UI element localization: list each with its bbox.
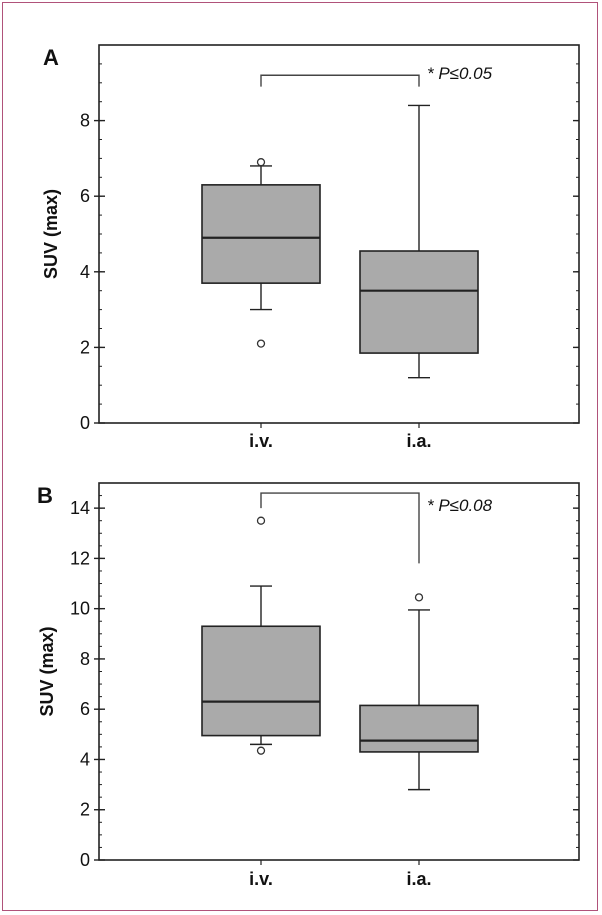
box-ia [359,593,479,791]
panel-label: B [37,483,53,508]
significance-bracket [260,492,420,564]
outlier-point [256,746,266,755]
outlier-point [414,593,424,602]
y-tick-label: 0 [80,413,90,433]
outlier-point [256,516,266,525]
y-tick-label: 10 [70,599,90,619]
box-ia [359,104,479,379]
y-tick-label: 0 [80,850,90,870]
plot-frame [98,482,580,861]
iqr-box [359,704,479,753]
y-tick-label: 6 [80,699,90,719]
x-tick-label: i.a. [406,869,431,889]
box-iv [201,158,321,348]
y-tick-label: 4 [80,262,90,282]
box-iv [201,516,321,755]
y-tick-label: 4 [80,749,90,769]
significance-bracket [260,74,420,87]
boxplot-figure: 0 2 4 6 8 i.v. i.a. A SUV (max) * P≤0.05 0 2 4 6 8 10 12… [37,44,580,889]
x-tick-label: i.v. [249,869,273,889]
plot-frame [98,44,580,424]
iqr-box [201,625,321,737]
outlier-point [256,339,266,348]
outlier-point [256,158,266,167]
iqr-box [201,184,321,284]
x-tick-label: i.a. [406,431,431,451]
y-tick-label: 6 [80,186,90,206]
y-tick-label: 12 [70,548,90,568]
panel-label: A [43,45,59,70]
y-tick-label: 2 [80,337,90,357]
y-tick-label: 14 [70,498,90,518]
x-tick-label: i.v. [249,431,273,451]
iqr-box [359,250,479,354]
y-tick-label: 8 [80,111,90,131]
y-axis-label: SUV (max) [41,189,61,279]
chart-panel-a: 0 2 4 6 8 i.v. i.a. A SUV (max) * P≤0.05 [41,44,580,451]
y-tick-label: 8 [80,649,90,669]
y-tick-label: 2 [80,800,90,820]
significance-annotation: * P≤0.05 [427,64,493,83]
y-axis-label: SUV (max) [37,626,57,716]
significance-annotation: * P≤0.08 [427,496,493,515]
chart-panel-b: 0 2 4 6 8 10 12 14 i.v. i.a. B SUV (max) * P≤0.08 [37,482,580,889]
